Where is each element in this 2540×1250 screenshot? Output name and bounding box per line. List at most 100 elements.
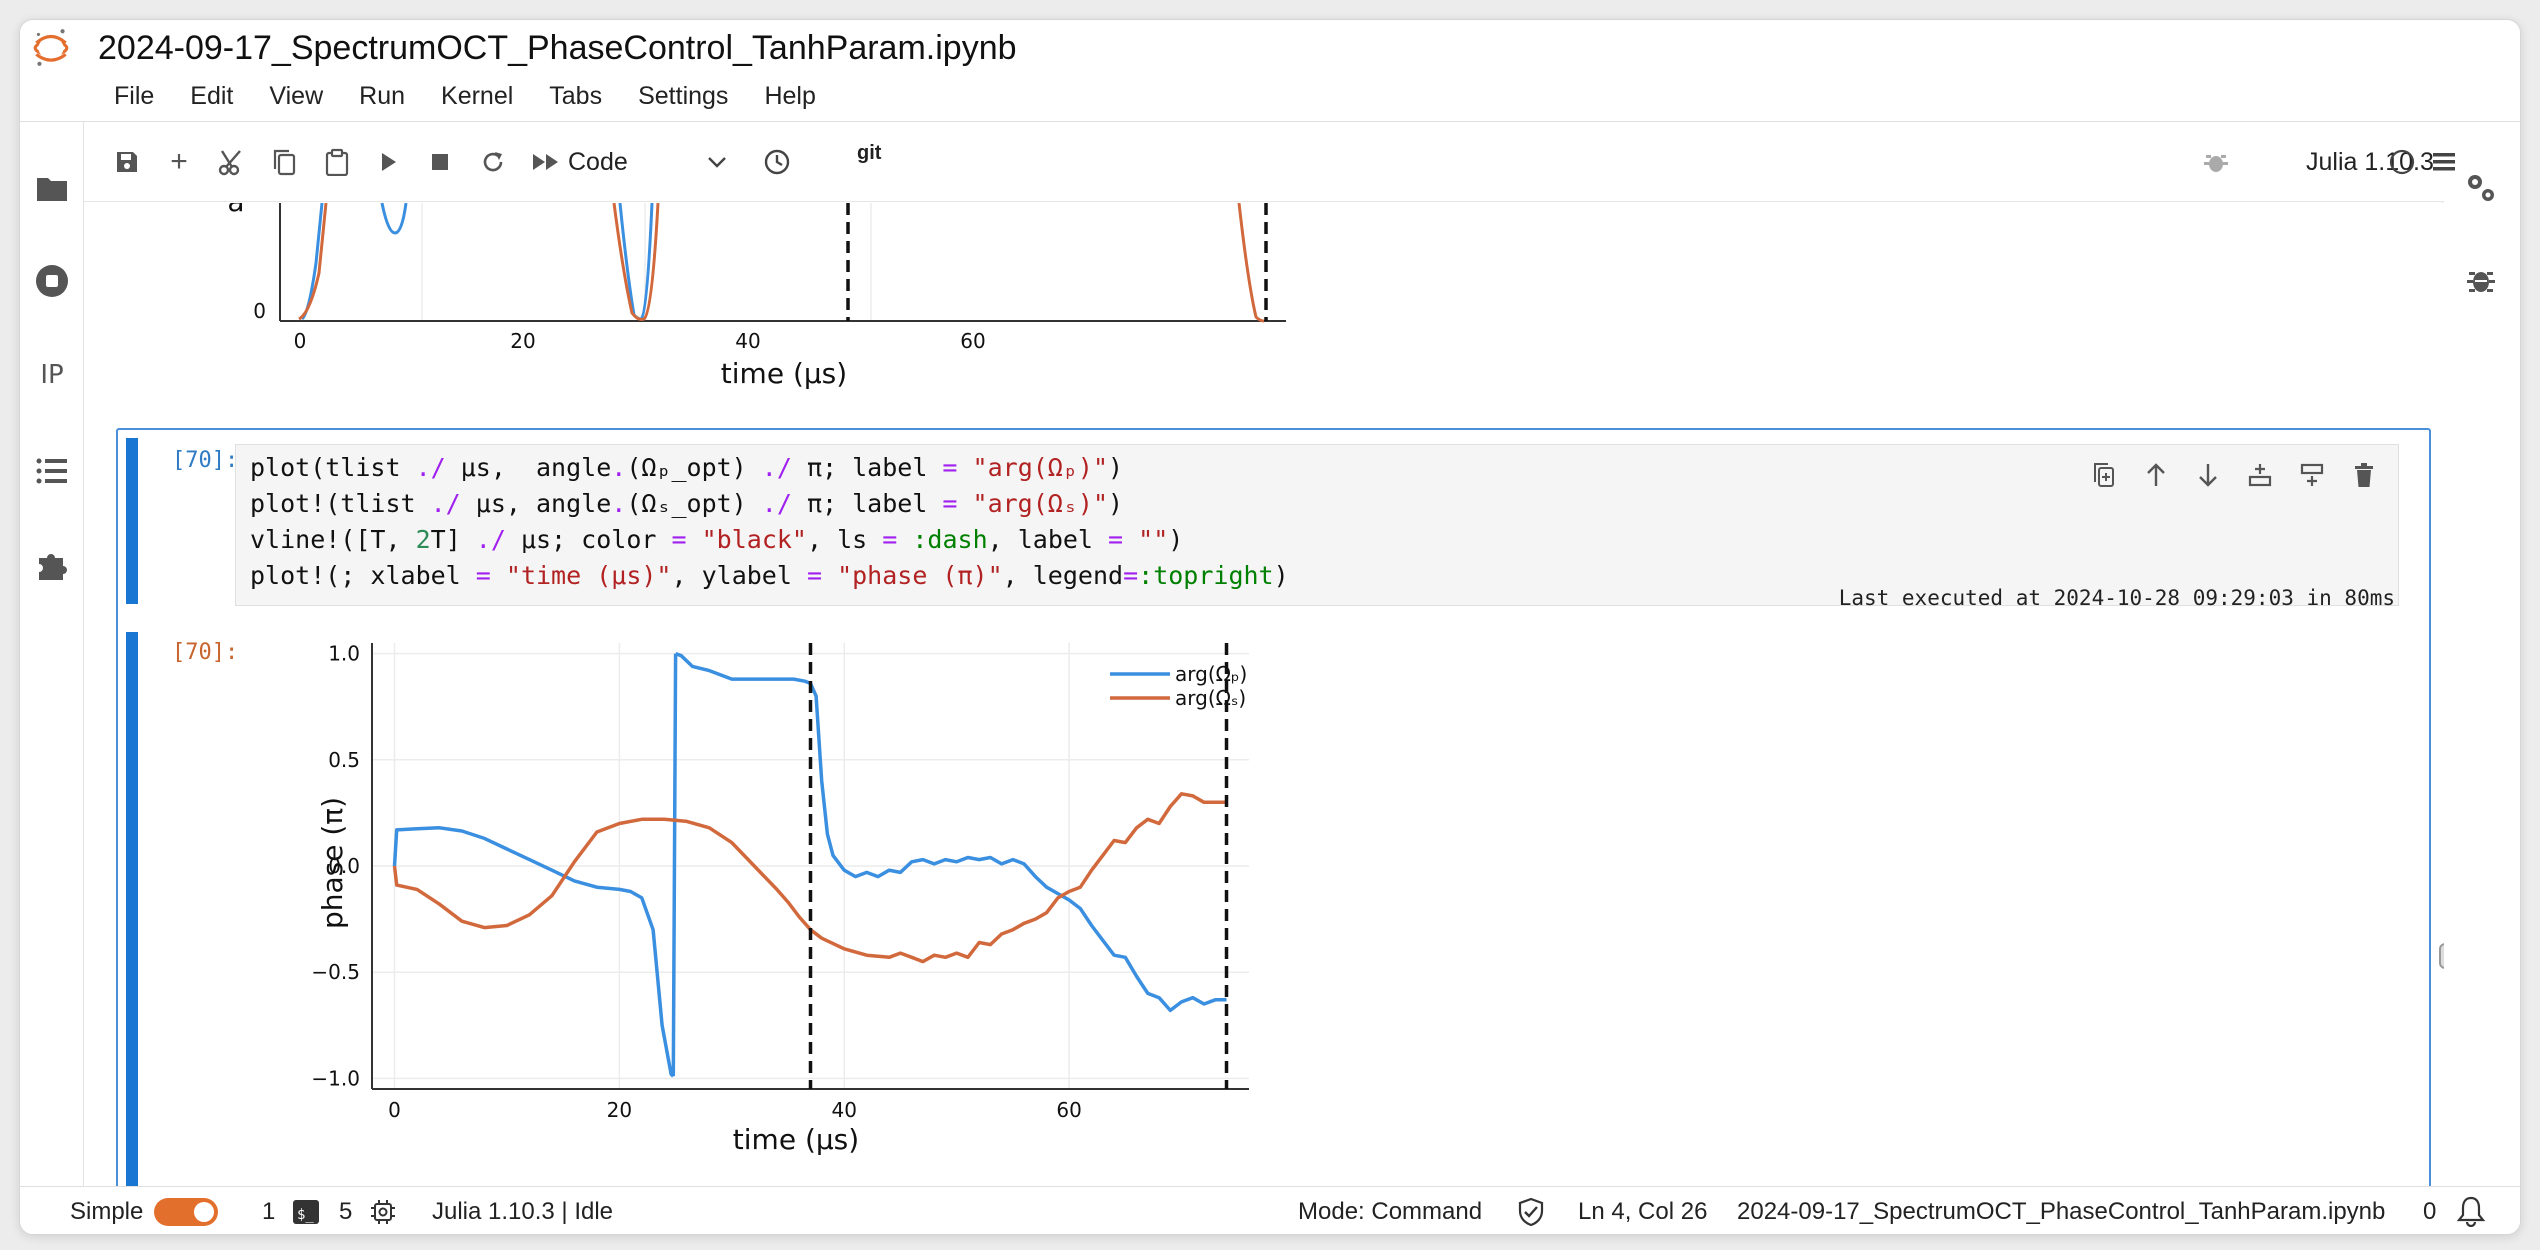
- menu-view[interactable]: View: [269, 82, 324, 110]
- prev-plot-xtick-40: 40: [735, 329, 760, 353]
- series-line-1: [392, 792, 1227, 964]
- output-collapser[interactable]: [126, 632, 138, 1186]
- menu-bar: File Edit View Run Kernel Tabs Settings …: [96, 78, 834, 114]
- simple-mode-label: Simple: [70, 1198, 144, 1225]
- code-line-4: plot!(; xlabel = "time (μs)", ylabel = "…: [250, 561, 1289, 590]
- cell-type-value: Code: [568, 148, 628, 176]
- restart-icon[interactable]: [473, 142, 513, 182]
- cut-icon[interactable]: [212, 142, 252, 182]
- plot-xlabel: time (μs): [733, 1123, 859, 1156]
- cell-type-select[interactable]: Code: [568, 140, 728, 184]
- paste-icon[interactable]: [317, 142, 357, 182]
- stop-circle-icon[interactable]: [32, 261, 72, 301]
- svg-text:$_: $_: [297, 1207, 314, 1223]
- code-line-3: vline!([T, 2T] ./ μs; color = "black", l…: [250, 525, 1184, 554]
- notification-count[interactable]: 0: [2423, 1198, 2437, 1225]
- ip-icon[interactable]: IP: [40, 360, 64, 390]
- code-editor[interactable]: plot(tlist ./ μs, angle.(Ωₚ_opt) ./ π; l…: [235, 444, 2399, 606]
- plot-vlines: [808, 643, 1229, 1089]
- kernel-chip-icon[interactable]: [370, 1199, 396, 1233]
- input-prompt: [70]:: [172, 448, 239, 473]
- cursor-position[interactable]: Ln 4, Col 26: [1578, 1198, 1708, 1225]
- add-icon[interactable]: +: [170, 145, 188, 178]
- terminal-icon[interactable]: $_: [292, 1199, 320, 1233]
- phase-plot: 0 20 40 60 1.0 0.5 0.0 −0.5 −1.0 time (μs) phase…: [311, 643, 1249, 1156]
- scrollbar-thumb[interactable]: [2439, 943, 2444, 969]
- mode-indicator: Mode: Command: [1298, 1198, 1483, 1225]
- y-tick-label: 1.0: [328, 643, 360, 666]
- jupyterlab-window: 2024-09-17_SpectrumOCT_PhaseControl_Tanh…: [19, 19, 2521, 1235]
- stop-icon[interactable]: [420, 142, 460, 182]
- menu-file[interactable]: File: [114, 82, 155, 110]
- menu-tabs[interactable]: Tabs: [549, 82, 603, 110]
- menu-run[interactable]: Run: [359, 82, 406, 110]
- top-bar: 2024-09-17_SpectrumOCT_PhaseControl_Tanh…: [20, 20, 2520, 122]
- x-tick-label: 60: [1056, 1098, 1081, 1122]
- legend-label-s: arg(Ωₛ): [1175, 686, 1246, 710]
- plot-ticks: 0 20 40 60 1.0 0.5 0.0 −0.5 −1.0: [311, 643, 1081, 1122]
- fast-forward-icon[interactable]: [526, 142, 566, 182]
- kernel-status-circle-icon: [2382, 142, 2422, 182]
- prev-plot-xtick-20: 20: [510, 329, 535, 353]
- run-icon[interactable]: [369, 142, 409, 182]
- history-clock-icon[interactable]: [757, 142, 797, 182]
- document-title: 2024-09-17_SpectrumOCT_PhaseControl_Tanh…: [98, 29, 1017, 67]
- prev-plot-gridlines: [421, 203, 872, 321]
- kernels-count[interactable]: 5: [339, 1198, 353, 1225]
- right-sidebar: [2442, 122, 2520, 1186]
- prev-plot-xlabel: time (μs): [721, 357, 847, 390]
- debug-bug-icon[interactable]: [2196, 142, 2236, 182]
- prev-plot-series-blue: [300, 203, 654, 321]
- menu-help[interactable]: Help: [764, 82, 816, 110]
- prev-plot-ytick: 0: [253, 299, 266, 323]
- copy-icon[interactable]: [264, 142, 304, 182]
- cell-actions-toolbar: [2084, 455, 2384, 495]
- y-tick-label: −0.5: [311, 960, 360, 984]
- plot-series: [392, 651, 1227, 1078]
- plot-legend: arg(Ωₚ) arg(Ωₛ): [1110, 662, 1247, 710]
- menu-kernel[interactable]: Kernel: [441, 82, 514, 110]
- prev-plot-xtick-0: 0: [294, 329, 307, 353]
- chevron-down-icon: [706, 140, 728, 198]
- input-collapser[interactable]: [126, 438, 138, 604]
- insert-below-icon[interactable]: [2292, 455, 2332, 495]
- prev-plot-ylabel-partial: a: [227, 203, 244, 218]
- move-up-icon[interactable]: [2136, 455, 2176, 495]
- y-tick-label: −1.0: [311, 1066, 360, 1090]
- notebook-panel[interactable]: a 0 0 20 40 60 time (μs) [70]: [70]: plo…: [84, 203, 2444, 1186]
- simple-mode-toggle[interactable]: [154, 1198, 218, 1226]
- delete-cell-icon[interactable]: [2344, 455, 2384, 495]
- debugger-bug-icon[interactable]: [2461, 260, 2501, 300]
- legend-label-p: arg(Ωₚ): [1175, 662, 1247, 686]
- code-line-1: plot(tlist ./ μs, angle.(Ωₚ_opt) ./ π; l…: [250, 453, 1124, 482]
- puzzle-icon[interactable]: [32, 545, 72, 585]
- trusted-shield-icon[interactable]: [1517, 1197, 1545, 1234]
- kernel-status-text[interactable]: Julia 1.10.3 | Idle: [432, 1198, 614, 1225]
- property-inspector-gear-icon[interactable]: [2461, 168, 2501, 208]
- menu-settings[interactable]: Settings: [638, 82, 729, 110]
- move-down-icon[interactable]: [2188, 455, 2228, 495]
- active-cell[interactable]: [116, 428, 2431, 1186]
- list-icon[interactable]: [32, 451, 72, 491]
- status-bar: Simple 1 $_ 5 Julia 1.10.3 | Idle Mode: …: [20, 1186, 2520, 1234]
- git-button[interactable]: git: [857, 142, 882, 164]
- prev-plot-xtick-60: 60: [960, 329, 985, 353]
- folder-icon[interactable]: [32, 168, 72, 208]
- previous-output-plot: a 0 0 20 40 60 time (μs): [227, 203, 1286, 390]
- save-icon[interactable]: [107, 142, 147, 182]
- notebook-toolbar: + Code git: [84, 122, 2455, 202]
- status-filename: 2024-09-17_SpectrumOCT_PhaseControl_Tanh…: [1737, 1198, 2386, 1225]
- jupyter-logo-icon[interactable]: [30, 26, 72, 68]
- x-tick-label: 0: [388, 1098, 401, 1122]
- y-tick-label: 0.0: [328, 854, 360, 878]
- x-tick-label: 20: [607, 1098, 632, 1122]
- bell-icon[interactable]: [2456, 1195, 2486, 1234]
- execution-status: Last executed at 2024-10-28 09:29:03 in …: [1838, 586, 2395, 610]
- menu-hamburger-icon[interactable]: [2424, 142, 2464, 182]
- menu-edit[interactable]: Edit: [190, 82, 234, 110]
- duplicate-cell-icon[interactable]: [2084, 455, 2124, 495]
- plot-ylabel: phase (π): [316, 797, 349, 929]
- insert-above-icon[interactable]: [2240, 455, 2280, 495]
- x-tick-label: 40: [832, 1098, 857, 1122]
- terminals-count[interactable]: 1: [262, 1198, 276, 1225]
